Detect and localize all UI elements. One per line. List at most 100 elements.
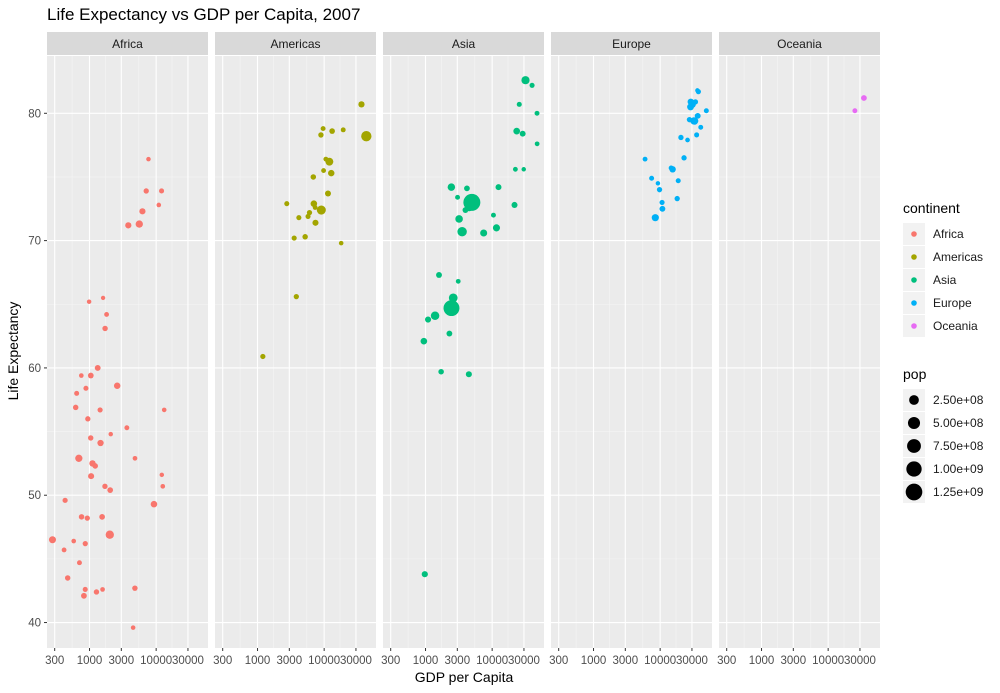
legend-key-dot bbox=[911, 277, 917, 283]
data-point bbox=[88, 473, 95, 480]
data-point bbox=[146, 156, 151, 162]
y-tick-label: 70 bbox=[28, 236, 41, 248]
x-tick-label: 30000 bbox=[508, 655, 540, 667]
data-point bbox=[100, 295, 106, 301]
x-tick-label: 3000 bbox=[613, 655, 639, 667]
facet-strip-label: Asia bbox=[452, 37, 476, 51]
facet-panel-africa: Africa 300 1000 3000 10000 30000 bbox=[45, 32, 208, 667]
data-point bbox=[443, 300, 460, 317]
data-point bbox=[323, 156, 329, 162]
x-tick-label: 300 bbox=[717, 655, 736, 667]
y-axis: 40 50 60 70 80 bbox=[28, 108, 47, 630]
data-point bbox=[513, 127, 521, 135]
y-tick-label: 80 bbox=[28, 108, 41, 120]
legend-key-dot bbox=[905, 483, 923, 501]
data-point bbox=[446, 330, 453, 337]
data-point bbox=[321, 168, 327, 173]
data-point bbox=[132, 585, 138, 591]
data-point bbox=[694, 132, 700, 138]
facet-panel-asia: Asia 300 1000 3000 10000 30000 bbox=[381, 32, 544, 667]
data-point bbox=[465, 371, 472, 378]
legend-label: Africa bbox=[933, 227, 964, 241]
data-point bbox=[305, 213, 311, 219]
data-point bbox=[64, 575, 71, 581]
facet-strip-label: Oceania bbox=[777, 37, 822, 51]
data-point bbox=[159, 188, 165, 194]
data-point bbox=[529, 82, 535, 88]
data-point bbox=[447, 183, 456, 191]
facet-strip-label: Americas bbox=[270, 37, 320, 51]
facet-strip bbox=[47, 32, 208, 55]
data-point bbox=[659, 199, 665, 205]
data-point bbox=[293, 293, 299, 300]
legend-key-dot bbox=[907, 416, 921, 430]
legend-key-dot bbox=[907, 439, 921, 453]
data-point bbox=[692, 99, 699, 105]
legend-key-dot bbox=[909, 395, 919, 405]
data-point bbox=[462, 207, 469, 213]
data-point bbox=[62, 497, 68, 503]
data-point bbox=[72, 404, 79, 411]
panel-background bbox=[719, 56, 880, 648]
data-point bbox=[512, 166, 518, 172]
x-tick-label: 1000 bbox=[581, 655, 607, 667]
facet-panel-americas: Americas 300 1000 3000 10000 30000 bbox=[213, 32, 376, 667]
data-point bbox=[438, 368, 444, 375]
data-point bbox=[160, 483, 166, 489]
data-point bbox=[448, 293, 458, 303]
facet-strip-label: Europe bbox=[612, 37, 651, 51]
data-point bbox=[135, 220, 143, 228]
data-point bbox=[85, 416, 91, 422]
data-point bbox=[310, 174, 317, 180]
data-point bbox=[649, 175, 655, 181]
legend-label: 2.50e+08 bbox=[933, 393, 984, 407]
data-point bbox=[703, 108, 709, 114]
data-point bbox=[695, 113, 701, 119]
color-legend-title: continent bbox=[903, 200, 960, 216]
x-tick-label: 1000 bbox=[413, 655, 439, 667]
data-point bbox=[320, 126, 326, 132]
data-point bbox=[81, 592, 87, 599]
data-point bbox=[102, 325, 108, 332]
data-point bbox=[511, 201, 518, 208]
x-tick-label: 10000 bbox=[644, 655, 676, 667]
data-point bbox=[94, 364, 101, 371]
data-point bbox=[130, 625, 136, 630]
data-point bbox=[642, 156, 648, 162]
x-tick-label: 10000 bbox=[812, 655, 844, 667]
size-legend: pop 2.50e+08 5.00e+08 7.50e+08 1.00e+09 1.25… bbox=[903, 366, 984, 503]
data-point bbox=[139, 208, 146, 215]
x-tick-label: 10000 bbox=[476, 655, 508, 667]
data-point bbox=[105, 530, 114, 539]
data-point bbox=[150, 500, 158, 508]
data-point bbox=[87, 372, 94, 379]
data-point bbox=[421, 571, 428, 578]
x-tick-label: 300 bbox=[381, 655, 400, 667]
data-point bbox=[93, 589, 100, 595]
data-point bbox=[48, 536, 57, 544]
legend-label: Oceania bbox=[933, 319, 978, 333]
legend-key-dot bbox=[911, 300, 917, 306]
series-asia bbox=[420, 76, 540, 578]
data-point bbox=[698, 124, 704, 130]
data-point bbox=[678, 134, 684, 141]
data-point bbox=[424, 316, 432, 323]
x-tick-label: 10000 bbox=[308, 655, 340, 667]
facet-panel-europe: Europe 300 1000 3000 10000 30000 bbox=[549, 32, 712, 667]
data-point bbox=[61, 547, 67, 553]
data-point bbox=[495, 184, 502, 191]
data-point bbox=[291, 235, 297, 241]
facet-strip bbox=[383, 32, 544, 55]
x-tick-label: 1000 bbox=[77, 655, 103, 667]
data-point bbox=[861, 95, 867, 101]
x-tick-label: 3000 bbox=[445, 655, 471, 667]
data-point bbox=[82, 540, 88, 547]
y-tick-label: 40 bbox=[28, 618, 41, 630]
data-point bbox=[534, 110, 540, 116]
data-point bbox=[132, 455, 138, 461]
data-point bbox=[102, 483, 108, 489]
data-point bbox=[97, 407, 103, 413]
series-oceania bbox=[852, 95, 867, 114]
data-point bbox=[74, 390, 80, 396]
